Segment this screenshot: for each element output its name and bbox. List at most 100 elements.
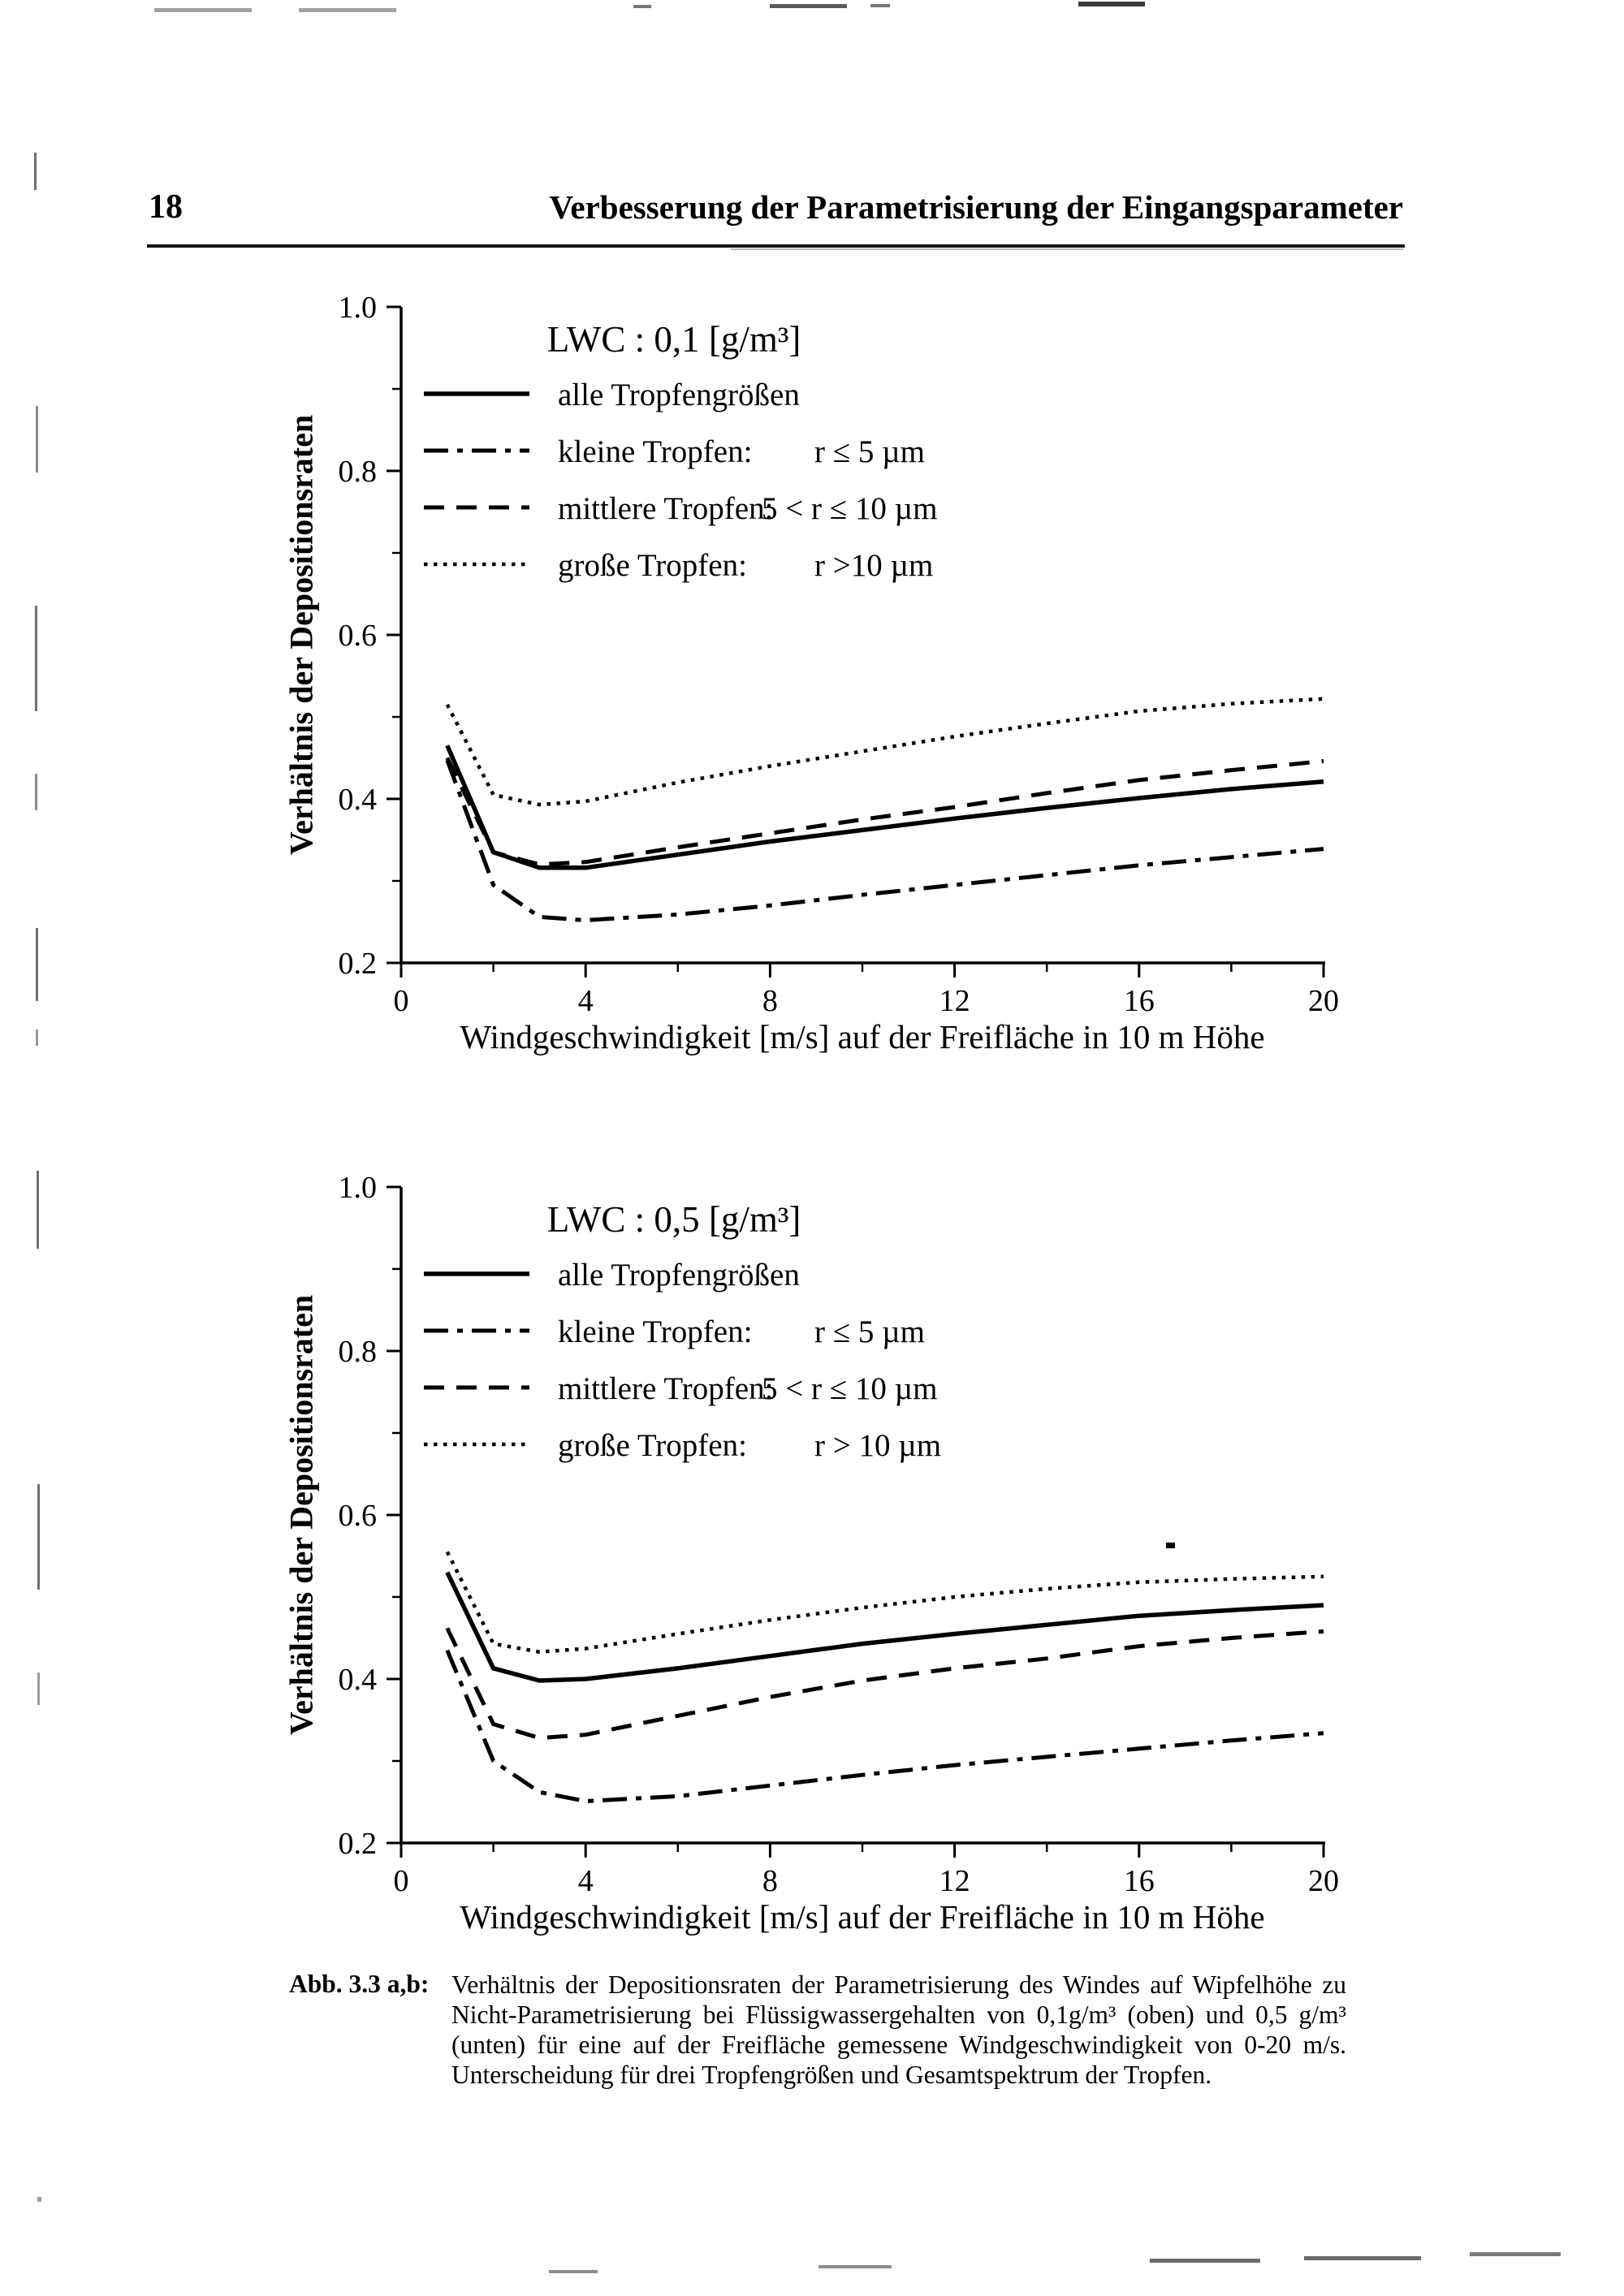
scan-artifact [154,8,252,12]
scan-artifact [35,606,37,711]
chart-title: LWC : 0,1 [g/m³] [546,319,801,360]
x-tick-label: 8 [762,1864,778,1898]
legend-row-grosse: große Tropfen: r >10 µm [423,547,1194,586]
x-tick-label: 12 [939,984,970,1018]
scan-artifact [818,2265,892,2268]
legend-label: alle Tropfengrößen [558,1258,800,1293]
curve-dashed-chart0 [445,757,1324,867]
legend-range: r ≤ 5 µm [814,434,925,469]
chart-title: LWC : 0,5 [g/m³] [546,1199,801,1240]
scan-artifact [1470,2252,1561,2256]
scan-artifact [1078,2,1145,6]
scan-artifact [870,4,890,7]
scan-artifact [37,1484,40,1590]
legend-row-grosse: große Tropfen: r > 10 µm [423,1427,1194,1466]
scan-artifact [299,8,396,12]
x-tick-label: 0 [393,1864,409,1898]
caption-line: Unterscheidung für drei Tropfengrößen un… [451,2061,1212,2089]
header-rule [147,244,1405,248]
legend-line-solid-icon [424,1271,529,1276]
header-rule-fuzz [731,248,1403,250]
y-tick-label: 0.4 [338,783,378,817]
curve-solid-chart0 [445,744,1324,870]
caption-text: Verhältnis der Depositionsraten der Para… [451,1970,1346,2090]
y-tick-label: 0.4 [338,1663,378,1697]
scan-speck [1166,1543,1175,1548]
caption-line: Nicht-Parametrisierung bei Flüssigwasser… [451,2000,1346,2029]
legend-line-dotted-icon [424,1442,529,1447]
y-tick-label: 0.8 [338,455,378,489]
legend-line-dotted-icon [424,562,529,567]
x-tick-label: 4 [577,984,594,1018]
legend-label: alle Tropfengrößen [558,378,800,412]
y-axis-title: Verhältnis der Depositionsraten [283,1294,320,1736]
legend-range: r ≤ 5 µm [814,1314,925,1349]
legend-row-alle: alle Tropfengrößen [423,1257,1194,1296]
scan-artifact [633,5,651,8]
y-tick-label: 1.0 [338,291,378,325]
x-tick-label: 0 [393,984,409,1018]
legend-range: 5 < r ≤ 10 µm [762,1371,938,1406]
x-tick-label: 20 [1308,1864,1339,1898]
legend-label: mittlere Tropfen: [558,1371,774,1406]
legend-line-dashed-icon [424,505,529,510]
x-tick-label: 16 [1123,984,1155,1018]
legend-row-kleine: kleine Tropfen: r ≤ 5 µm [423,434,1194,473]
running-head-title: Verbesserung der Parametrisierung der Ei… [549,188,1403,226]
caption-label: Abb. 3.3 a,b: [289,1970,430,1998]
legend-line-dashed-icon [424,1385,529,1390]
page-number: 18 [149,188,183,226]
x-tick-label: 12 [939,1864,970,1898]
curve-dotted-chart0 [445,697,1324,807]
legend-label: große Tropfen: [558,548,747,583]
scan-artifact [37,1171,39,1249]
x-tick-label: 4 [577,1864,594,1898]
y-tick-label: 1.0 [338,1171,378,1205]
scan-artifact [36,406,38,473]
legend-label: kleine Tropfen: [558,1314,753,1349]
x-tick-label: 8 [762,984,778,1018]
caption-line: Verhältnis der Depositionsraten der Para… [451,1970,1346,1999]
y-tick-label: 0.6 [338,1499,378,1533]
legend-row-kleine: kleine Tropfen: r ≤ 5 µm [423,1314,1194,1353]
scan-artifact [34,153,37,190]
y-tick-label: 0.2 [338,1827,378,1861]
curve-solid-chart1 [445,1571,1324,1683]
legend-line-dashdot-icon [424,448,529,453]
scan-artifact [1304,2256,1421,2260]
y-tick-label: 0.2 [338,947,378,981]
scan-artifact [549,2270,598,2273]
legend-row-mittlere: mittlere Tropfen: 5 < r ≤ 10 µm [423,1370,1194,1409]
caption-line: (unten) für eine auf der Freifläche geme… [451,2031,1346,2059]
x-tick-label: 20 [1308,984,1339,1018]
y-axis-title: Verhältnis der Depositionsraten [283,414,320,856]
legend-row-alle: alle Tropfengrößen [423,377,1194,416]
scan-artifact [35,774,37,810]
scan-artifact [770,4,847,8]
y-tick-label: 0.6 [338,619,378,653]
legend-label: kleine Tropfen: [558,434,753,469]
legend-range: r >10 µm [814,548,934,583]
legend-range: 5 < r ≤ 10 µm [762,491,938,526]
x-axis-title: Windgeschwindigkeit [m/s] auf der Freifl… [460,1018,1265,1055]
legend-label: mittlere Tropfen: [558,491,774,526]
y-tick-label: 0.8 [338,1335,378,1369]
scan-artifact [36,1029,38,1046]
scan-artifact [37,1672,40,1705]
x-tick-label: 16 [1123,1864,1155,1898]
scan-artifact [37,2197,41,2202]
legend-row-mittlere: mittlere Tropfen: 5 < r ≤ 10 µm [423,490,1194,529]
curve-dashdot-chart1 [445,1649,1324,1804]
x-axis-title: Windgeschwindigkeit [m/s] auf der Freifl… [460,1898,1265,1936]
legend-line-solid-icon [424,391,529,396]
scan-artifact [36,928,38,1001]
legend-label: große Tropfen: [558,1428,747,1463]
curve-dotted-chart1 [445,1551,1324,1654]
curve-dashed-chart1 [445,1627,1324,1741]
curve-dashdot-chart0 [445,759,1324,923]
scan-artifact [1150,2259,1260,2263]
legend-range: r > 10 µm [814,1428,942,1463]
legend-line-dashdot-icon [424,1328,529,1333]
